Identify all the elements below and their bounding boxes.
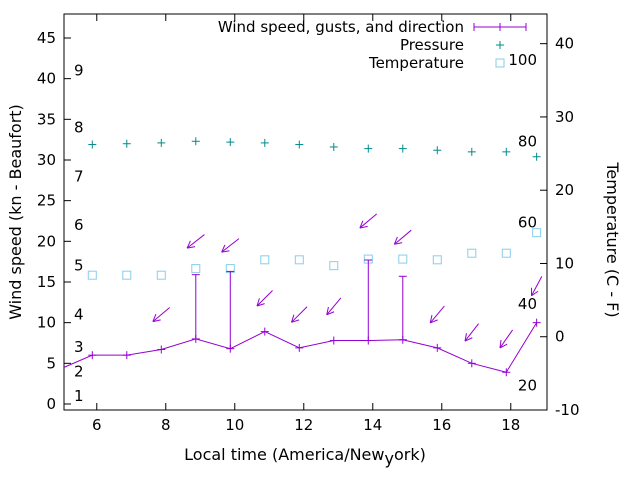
x-axis-title-prefix: Local time (America/New xyxy=(184,445,385,464)
left-axis: 0 5 10 15 20 25 30 35 40 45 xyxy=(37,29,71,413)
svg-text:16: 16 xyxy=(432,416,451,434)
svg-text:20: 20 xyxy=(555,181,574,199)
fahrenheit-labels: 20 40 60 80 100 xyxy=(508,51,537,395)
wind-series xyxy=(63,259,541,377)
wind-legend-marker-icon xyxy=(473,23,527,31)
svg-text:15: 15 xyxy=(37,273,56,291)
legend-label-pressure: Pressure xyxy=(399,36,464,54)
legend: Wind speed, gusts, and direction Pressur… xyxy=(218,18,528,72)
pressure-series xyxy=(88,137,541,161)
svg-text:12: 12 xyxy=(294,416,313,434)
svg-text:2: 2 xyxy=(74,362,84,380)
svg-text:4: 4 xyxy=(74,306,84,324)
plot-border xyxy=(63,13,548,411)
svg-text:100: 100 xyxy=(508,51,537,69)
svg-text:3: 3 xyxy=(74,338,84,356)
svg-text:45: 45 xyxy=(37,29,56,47)
x-axis-title: Local time (America/Newyork) xyxy=(105,445,505,468)
legend-label-temperature: Temperature xyxy=(368,54,464,72)
svg-text:5: 5 xyxy=(46,354,56,372)
svg-text:80: 80 xyxy=(518,132,537,150)
right-axis-title: Temperature (C - F) xyxy=(603,162,622,318)
svg-text:7: 7 xyxy=(74,167,84,185)
pressure-legend-marker-icon xyxy=(496,41,504,49)
svg-text:6: 6 xyxy=(92,416,102,434)
svg-text:20: 20 xyxy=(518,377,537,395)
svg-text:40: 40 xyxy=(37,70,56,88)
left-axis-title: Wind speed (kn - Beaufort) xyxy=(6,104,25,320)
svg-text:30: 30 xyxy=(37,151,56,169)
temperature-legend-marker-icon xyxy=(495,58,505,68)
svg-text:-10: -10 xyxy=(555,401,580,419)
svg-text:40: 40 xyxy=(555,35,574,53)
plot-area xyxy=(63,13,548,411)
svg-text:8: 8 xyxy=(74,118,84,136)
svg-text:35: 35 xyxy=(37,110,56,128)
svg-text:6: 6 xyxy=(74,216,84,234)
x-axis-title-subscript: y xyxy=(384,449,394,468)
svg-text:20: 20 xyxy=(37,232,56,250)
legend-label-wind: Wind speed, gusts, and direction xyxy=(217,18,464,36)
x-axis-title-suffix: ork) xyxy=(393,445,426,464)
svg-text:25: 25 xyxy=(37,192,56,210)
svg-text:40: 40 xyxy=(518,295,537,313)
beaufort-labels: 1 2 3 4 5 6 7 8 9 xyxy=(74,62,84,405)
svg-text:5: 5 xyxy=(74,257,84,275)
legend-item-wind: Wind speed, gusts, and direction xyxy=(218,18,528,36)
wind-direction-arrows xyxy=(152,213,543,349)
svg-text:10: 10 xyxy=(37,314,56,332)
legend-item-temperature: Temperature xyxy=(218,54,528,72)
svg-text:10: 10 xyxy=(555,254,574,272)
svg-text:10: 10 xyxy=(225,416,244,434)
svg-text:14: 14 xyxy=(363,416,382,434)
temperature-series xyxy=(87,228,542,280)
legend-item-pressure: Pressure xyxy=(218,36,528,54)
svg-text:0: 0 xyxy=(46,395,56,413)
svg-text:30: 30 xyxy=(555,108,574,126)
svg-text:18: 18 xyxy=(501,416,520,434)
svg-text:0: 0 xyxy=(555,328,565,346)
x-axis: 6 8 10 12 14 16 18 xyxy=(92,14,520,434)
svg-text:9: 9 xyxy=(74,62,84,80)
right-axis: -10 0 10 20 30 40 xyxy=(540,35,580,419)
svg-text:1: 1 xyxy=(74,387,84,405)
svg-text:8: 8 xyxy=(161,416,171,434)
svg-text:60: 60 xyxy=(518,214,537,232)
